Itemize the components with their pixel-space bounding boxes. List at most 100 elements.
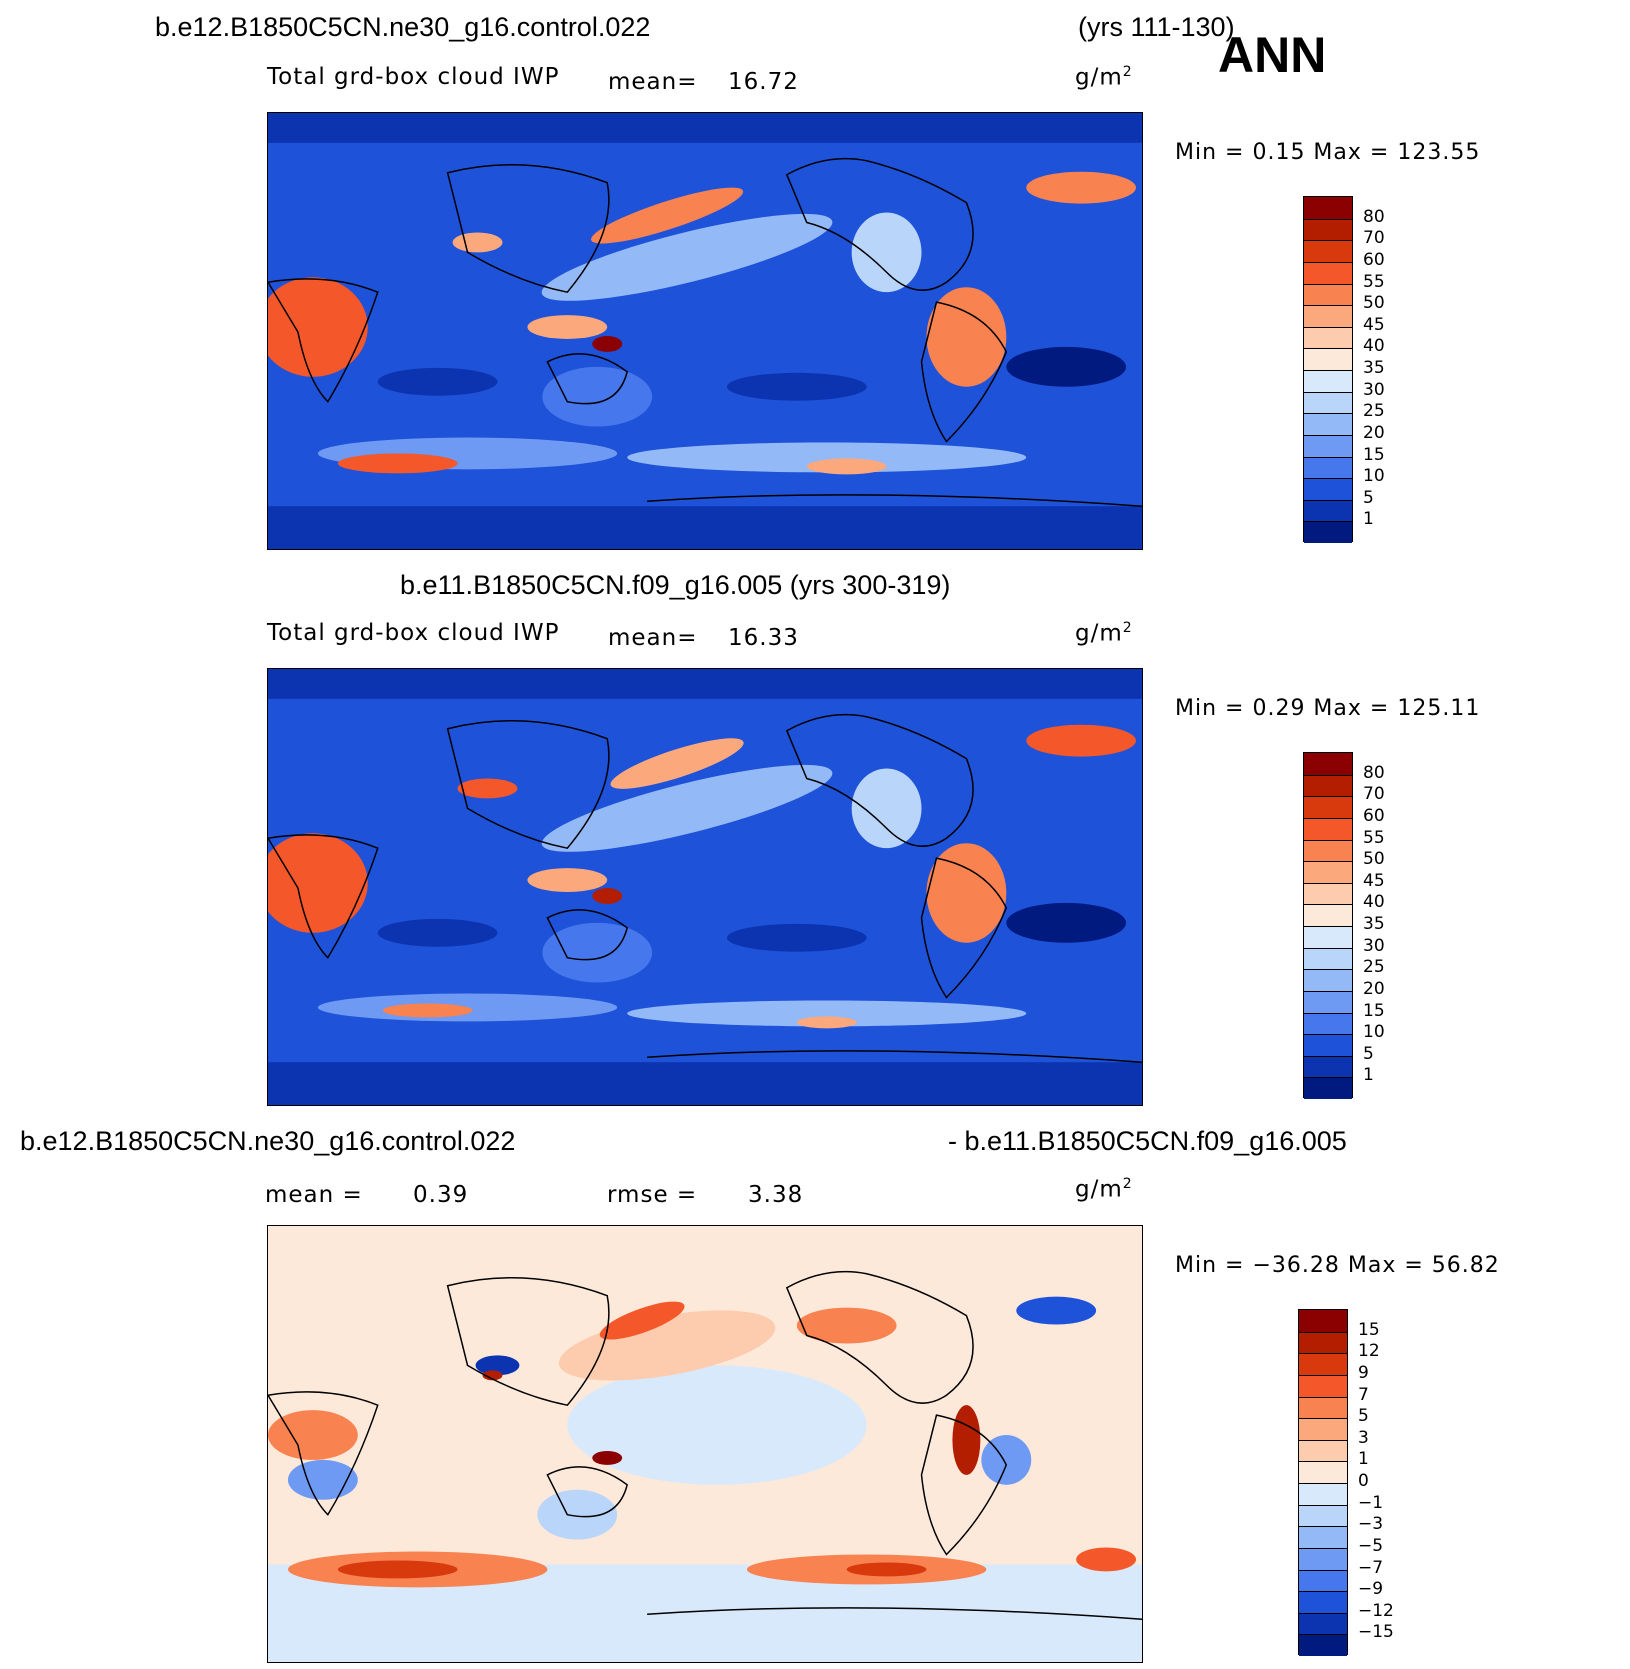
colorbar-swatch [1304,499,1352,522]
colorbar-swatch [1304,926,1352,948]
colorbar-swatch [1299,1396,1347,1419]
colorbar-swatch [1304,283,1352,306]
colorbar-tick-label: 15 [1363,1000,1385,1021]
colorbar-swatch [1304,240,1352,262]
colorbar-tick-label: 5 [1358,1406,1369,1427]
colorbar-tick-label: 5 [1363,487,1374,508]
colorbar-swatch [1304,774,1352,797]
colorbar-tick-label: 80 [1363,762,1385,783]
colorbar-tick-label: 30 [1363,379,1385,400]
panel3-map [267,1225,1143,1663]
colorbar-swatch [1299,1374,1347,1397]
colorbar-tick-label: 25 [1363,957,1385,978]
colorbar-tick-label: 55 [1363,827,1385,848]
colorbar-swatch [1304,326,1352,349]
colorbar-tick-label: −3 [1358,1514,1384,1535]
panel1-map [267,112,1143,550]
panel2-units: g/m2 [1075,620,1133,647]
colorbar-tick-label: 30 [1363,935,1385,956]
colorbar-swatch [1304,1034,1352,1056]
colorbar-tick-label: 60 [1363,249,1385,270]
colorbar-tick-label: 45 [1363,870,1385,891]
colorbar-swatch [1304,861,1352,883]
panel1-years: (yrs 111-130) [1078,12,1235,42]
panel1-mean-value: 16.72 [728,69,799,95]
colorbar-tick-label: 50 [1363,849,1385,870]
panel3-colorbar [1298,1309,1348,1656]
colorbar-tick-label: 10 [1363,1022,1385,1043]
colorbar-swatch [1304,413,1352,435]
colorbar-tick-label: 15 [1358,1319,1380,1340]
panel2-mean-label: mean= [608,625,698,651]
panel1-colorbar [1303,196,1353,543]
colorbar-tick-label: 15 [1363,444,1385,465]
colorbar-tick-label: 1 [1358,1449,1369,1470]
panel3-units: g/m2 [1075,1176,1133,1203]
colorbar-swatch [1304,197,1352,219]
panel3-mean-label: mean = [265,1182,363,1208]
colorbar-swatch [1304,391,1352,414]
colorbar-tick-label: 0 [1358,1471,1369,1491]
colorbar-tick-label: 12 [1358,1341,1380,1362]
colorbar-swatch [1304,456,1352,479]
colorbar-swatch [1304,1012,1352,1035]
colorbar-tick-label: 5 [1363,1043,1374,1064]
colorbar-tick-label: 70 [1363,228,1385,249]
colorbar-tick-label: −7 [1358,1557,1384,1578]
panel2-variable: Total grd-box cloud IWP [267,620,560,646]
colorbar-tick-label: −9 [1358,1579,1384,1600]
colorbar-swatch [1304,521,1352,543]
panel1-minmax: Min = 0.15 Max = 123.55 [1175,140,1481,165]
colorbar-tick-label: 50 [1363,293,1385,314]
colorbar-tick-label: 55 [1363,271,1385,292]
colorbar-tick-label: 40 [1363,336,1385,357]
colorbar-tick-label: 9 [1358,1362,1369,1383]
panel3-case-right: - b.e11.B1850C5CN.f09_g16.005 [948,1126,1347,1156]
colorbar-swatch [1299,1504,1347,1527]
panel1-variable: Total grd-box cloud IWP [267,64,560,90]
colorbar-swatch [1304,478,1352,500]
colorbar-swatch [1304,348,1352,370]
panel1-units: g/m2 [1075,64,1133,91]
colorbar-swatch [1304,796,1352,818]
panel3-rmse-value: 3.38 [748,1182,804,1208]
panel2-mean-value: 16.33 [728,625,799,651]
panel2-minmax: Min = 0.29 Max = 125.11 [1175,696,1481,721]
colorbar-swatch [1304,904,1352,926]
colorbar-swatch [1299,1353,1347,1375]
colorbar-swatch [1304,1077,1352,1099]
season-label: ANN [1218,27,1327,83]
colorbar-swatch [1304,434,1352,457]
panel3-minmax: Min = −36.28 Max = 56.82 [1175,1253,1500,1278]
panel2-title: b.e11.B1850C5CN.f09_g16.005 (yrs 300-319… [400,570,951,600]
colorbar-swatch [1304,218,1352,241]
colorbar-tick-label: 35 [1363,914,1385,934]
panel3-case-left: b.e12.B1850C5CN.ne30_g16.control.022 [20,1126,516,1156]
colorbar-swatch [1304,753,1352,775]
colorbar-tick-label: −1 [1358,1492,1384,1513]
colorbar-swatch [1304,839,1352,862]
colorbar-swatch [1304,990,1352,1013]
colorbar-swatch [1304,969,1352,991]
panel3-rmse-label: rmse = [607,1182,698,1208]
colorbar-swatch [1299,1310,1347,1332]
panel1-mean-label: mean= [608,69,698,95]
colorbar-tick-label: 70 [1363,784,1385,805]
colorbar-swatch [1299,1569,1347,1592]
colorbar-swatch [1304,261,1352,284]
ocean-background [268,113,1142,549]
colorbar-tick-label: 20 [1363,422,1385,443]
colorbar-swatch [1299,1612,1347,1635]
colorbar-swatch [1304,947,1352,970]
colorbar-swatch [1304,370,1352,392]
colorbar-swatch [1299,1483,1347,1505]
colorbar-swatch [1299,1331,1347,1354]
colorbar-swatch [1304,305,1352,327]
colorbar-tick-label: −12 [1358,1600,1394,1621]
panel3-mean-value: 0.39 [413,1182,469,1208]
colorbar-tick-label: 1 [1363,1065,1374,1086]
colorbar-tick-label: 45 [1363,314,1385,335]
colorbar-tick-label: −5 [1358,1535,1384,1556]
colorbar-tick-label: 10 [1363,466,1385,487]
colorbar-tick-label: −15 [1358,1622,1394,1643]
